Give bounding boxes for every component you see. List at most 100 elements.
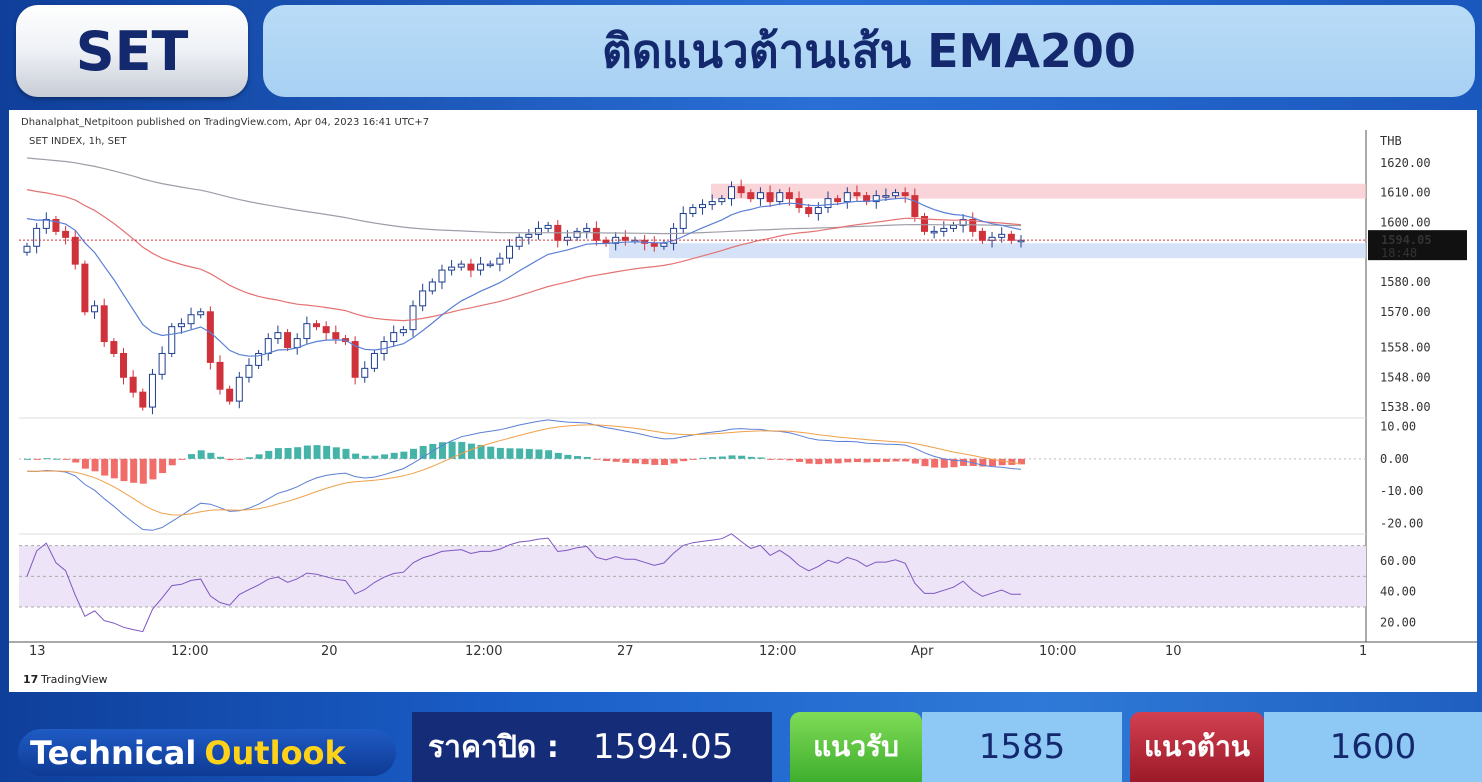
macd-histogram-bar [361, 455, 369, 459]
macd-histogram-bar [651, 458, 659, 465]
x-axis-tick: 10 [1165, 644, 1182, 659]
candle-body [670, 227, 678, 244]
macd-histogram-bar [921, 458, 929, 467]
candle [689, 203, 697, 218]
macd-histogram-bar [43, 458, 51, 460]
macd-histogram-bar [796, 458, 804, 462]
candle [177, 318, 185, 334]
support-value: 1585 [922, 712, 1122, 782]
price-y-tick: 1548.00 [1380, 370, 1431, 384]
macd-histogram-bar [516, 448, 524, 459]
candle-body [853, 192, 861, 197]
candle-body [506, 245, 514, 259]
macd-histogram-bar [738, 455, 746, 459]
macd-histogram-bar [776, 458, 784, 460]
candle-body [187, 314, 195, 325]
candle-body [23, 245, 31, 253]
candle-body [679, 213, 687, 229]
macd-histogram-bar [52, 458, 60, 460]
candle-body [805, 207, 813, 215]
ema200-line [26, 157, 1022, 235]
candle [322, 321, 330, 340]
candle-body [81, 263, 89, 313]
candle [843, 187, 851, 209]
candle [515, 233, 523, 250]
macd-histogram-bar [950, 458, 958, 468]
chart-panel: Dhanalphat_Netpitoon published on Tradin… [9, 110, 1477, 692]
candle [756, 187, 764, 206]
candle-body [380, 341, 388, 354]
candle-body [322, 326, 330, 334]
candle [592, 221, 600, 246]
candle-body [313, 323, 321, 328]
support-zone [609, 243, 1366, 259]
candle [467, 258, 475, 278]
candle-body [699, 204, 707, 209]
macd-histogram-bar [487, 446, 495, 459]
macd-y-tick: 10.00 [1380, 419, 1416, 433]
candle-body [978, 230, 986, 241]
candle-body [621, 236, 629, 241]
candle [226, 385, 234, 405]
candle [978, 227, 986, 244]
ema50-line [26, 189, 1022, 322]
macd-histogram-bar [699, 457, 707, 459]
macd-histogram-bar [998, 458, 1006, 466]
candle [727, 181, 735, 206]
candle-body [785, 192, 793, 200]
macd-histogram-bar [747, 456, 755, 459]
macd-histogram-bar [554, 452, 562, 459]
candle-body [361, 367, 369, 378]
candle [216, 355, 224, 395]
macd-histogram-bar [545, 450, 553, 459]
candle-body [689, 207, 697, 215]
candle [158, 346, 166, 380]
candle-body [303, 323, 311, 340]
candle [670, 223, 678, 251]
macd-histogram-bar [757, 457, 765, 459]
macd-histogram-bar [631, 458, 639, 464]
ema20-line [26, 197, 1022, 357]
candle-body [814, 207, 822, 215]
candle [100, 298, 108, 347]
candle-body [776, 192, 784, 203]
macd-histogram-bar [834, 458, 842, 464]
candle-body [756, 192, 764, 200]
x-axis-tick: 12:00 [465, 644, 502, 659]
macd-histogram-bar [178, 458, 186, 460]
candle-body [245, 364, 253, 378]
candle-body [573, 230, 581, 238]
candle-body [293, 338, 301, 349]
macd-histogram-bar [371, 455, 379, 459]
macd-histogram-bar [188, 454, 196, 459]
macd-histogram-bar [110, 458, 118, 479]
candle-body [399, 329, 407, 334]
candle-body [901, 192, 909, 197]
tradingview-brand-text: TradingView [40, 673, 107, 686]
candle [534, 221, 542, 240]
macd-histogram-bar [410, 448, 418, 459]
macd-histogram-bar [33, 458, 41, 460]
candle [428, 278, 436, 295]
price-y-tick: 1600.00 [1380, 215, 1431, 229]
macd-histogram-bar [603, 458, 611, 461]
x-axis-tick: 12:00 [759, 644, 796, 659]
candle-body [284, 332, 292, 349]
candle [284, 329, 292, 352]
macd-histogram-bar [130, 458, 138, 483]
candle-body [534, 227, 542, 235]
candle [737, 179, 745, 199]
candle-body [486, 263, 494, 267]
x-axis-tick: 20 [321, 644, 338, 659]
candle-body [52, 218, 60, 232]
candle-body [592, 227, 600, 241]
chart-symbol: SET INDEX, 1h, SET [29, 136, 127, 147]
candle [776, 189, 784, 206]
candle-body [496, 257, 504, 265]
candle [1007, 230, 1015, 244]
candle-body [168, 326, 176, 354]
candle [805, 203, 813, 218]
candle [419, 283, 427, 312]
candle-body [708, 201, 716, 206]
candle-body [274, 332, 282, 340]
